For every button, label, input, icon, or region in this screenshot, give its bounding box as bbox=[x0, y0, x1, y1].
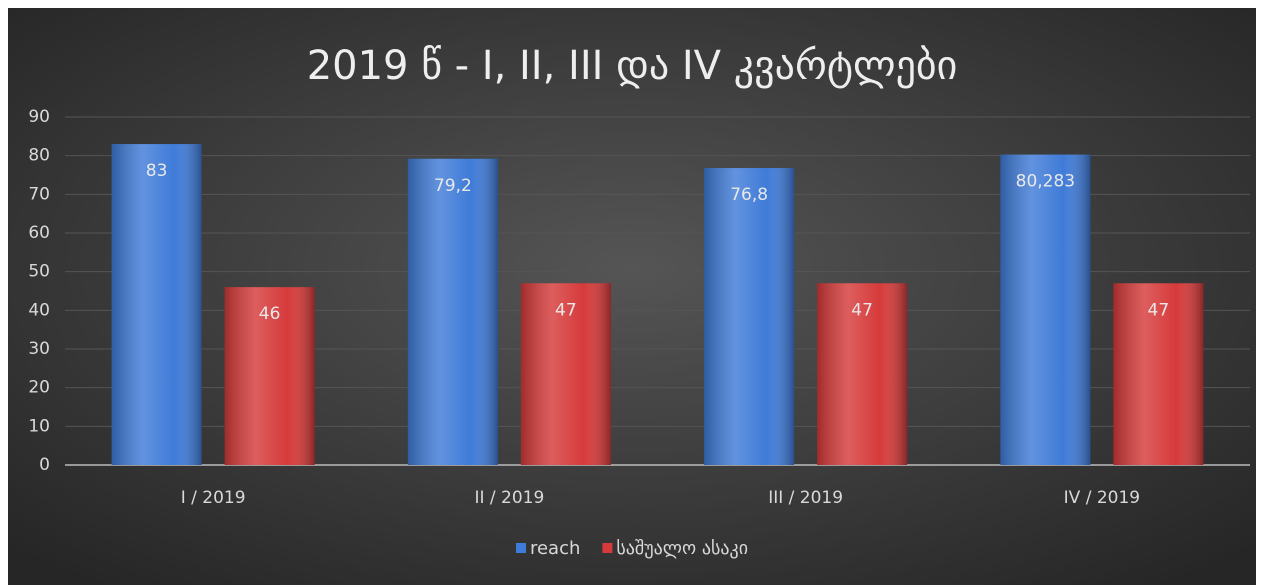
legend-marker bbox=[602, 543, 613, 553]
y-tick-label: 50 bbox=[28, 262, 50, 282]
bar-shade bbox=[1113, 283, 1204, 465]
legend-label: reach bbox=[530, 538, 580, 559]
y-tick-label: 20 bbox=[28, 378, 50, 398]
chart-title: 2019 წ - I, II, III და IV კვარტლები bbox=[307, 43, 958, 89]
x-tick-label: I / 2019 bbox=[181, 488, 246, 508]
bar-shade bbox=[1000, 154, 1091, 466]
bar-shade bbox=[407, 158, 498, 465]
bar-shade bbox=[111, 144, 202, 466]
data-label: 79,2 bbox=[434, 176, 472, 196]
data-label: 83 bbox=[146, 161, 168, 181]
y-tick-label: 60 bbox=[28, 223, 50, 243]
data-label: 47 bbox=[851, 300, 873, 320]
bar-shade bbox=[224, 287, 315, 465]
y-tick-label: 0 bbox=[39, 455, 50, 475]
y-tick-label: 80 bbox=[28, 146, 50, 166]
y-tick-label: 10 bbox=[28, 416, 50, 436]
data-label: 47 bbox=[1148, 300, 1170, 320]
x-tick-label: III / 2019 bbox=[768, 488, 843, 508]
data-label: 80,283 bbox=[1016, 172, 1075, 192]
data-label: 46 bbox=[259, 304, 281, 324]
bar-shade bbox=[520, 283, 611, 465]
legend-label: საშუალო ასაკი bbox=[616, 538, 748, 559]
y-tick-label: 90 bbox=[28, 107, 50, 127]
data-label: 76,8 bbox=[730, 185, 768, 205]
y-tick-label: 40 bbox=[28, 300, 50, 320]
legend-marker bbox=[515, 543, 526, 553]
bar-shade bbox=[817, 283, 908, 465]
x-tick-label: IV / 2019 bbox=[1064, 488, 1140, 508]
bar-shade bbox=[704, 168, 795, 466]
y-tick-label: 70 bbox=[28, 184, 50, 204]
y-tick-label: 30 bbox=[28, 339, 50, 359]
x-tick-label: II / 2019 bbox=[474, 488, 544, 508]
data-label: 47 bbox=[555, 300, 577, 320]
